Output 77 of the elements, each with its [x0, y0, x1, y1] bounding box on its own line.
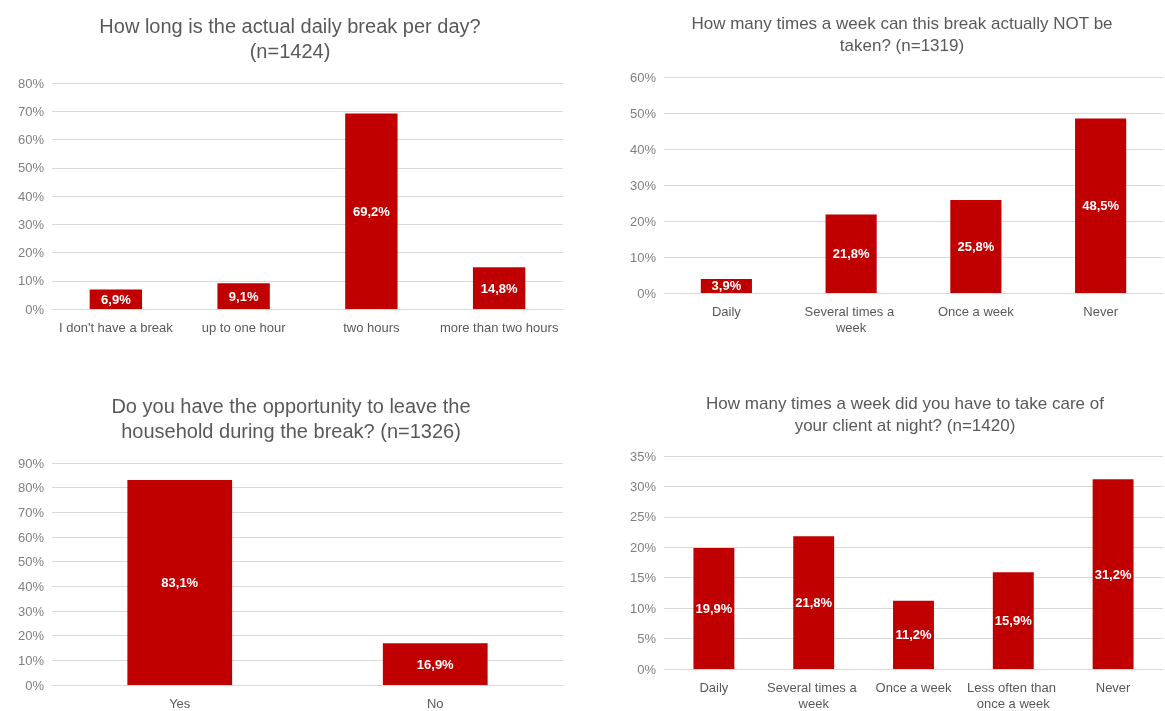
bar	[1075, 118, 1127, 293]
y-tick-label: 30%	[629, 177, 657, 193]
bar	[1092, 479, 1134, 669]
chart-title: How many times a week did you have to take care of your client at night? (n=1420)	[705, 393, 1105, 437]
bar	[825, 214, 877, 293]
y-tick-label: 20%	[629, 213, 657, 229]
y-tick-label: 80%	[17, 480, 45, 496]
x-tick-label: Never	[1095, 679, 1132, 695]
x-tick-label: Once a week	[875, 679, 952, 695]
data-label: 14,8%	[480, 280, 518, 296]
data-label: 6,9%	[101, 291, 132, 307]
y-tick-label: 35%	[629, 448, 657, 464]
data-label: 83,1%	[161, 575, 199, 591]
y-tick-label: 80%	[17, 75, 45, 91]
y-tick-label: 30%	[629, 478, 657, 494]
bar	[950, 200, 1002, 293]
x-tick-label: Less often than once a week	[967, 679, 1060, 711]
y-tick-label: 15%	[629, 570, 657, 586]
bar	[693, 547, 735, 669]
bar	[345, 113, 398, 309]
y-tick-label: 0%	[637, 285, 657, 301]
y-tick-label: 60%	[629, 69, 657, 85]
y-tick-label: 20%	[629, 539, 657, 555]
y-tick-label: 10%	[629, 249, 657, 265]
y-tick-label: 20%	[17, 245, 45, 260]
x-tick-label: more than two hours	[439, 319, 559, 335]
y-tick-label: 10%	[629, 600, 657, 616]
bar	[893, 600, 934, 669]
y-tick-label: 10%	[17, 652, 45, 668]
y-tick-label: 60%	[17, 132, 45, 147]
y-tick-label: 30%	[17, 603, 45, 619]
y-tick-label: 40%	[629, 141, 657, 157]
y-tick-label: 70%	[17, 103, 45, 119]
chart-title: How many times a week can this break actually NOT be taken? (n=1319)	[690, 13, 1114, 57]
chart-title: Do you have the opportunity to leave the household during the break? (n=1326)	[110, 394, 472, 444]
data-label: 21,8%	[832, 246, 870, 262]
y-tick-label: 0%	[25, 677, 45, 693]
data-label: 21,8%	[795, 595, 833, 611]
y-tick-label: 0%	[637, 661, 657, 677]
x-tick-label: I don't have a break	[58, 319, 174, 335]
x-tick-label: Never	[1083, 303, 1119, 319]
chart-title: How long is the actual daily break per day? (n=1424)	[98, 14, 482, 64]
x-tick-label: Several times a week	[767, 679, 861, 711]
data-label: 16,9%	[416, 656, 455, 672]
x-tick-label: Once a week	[937, 303, 1015, 319]
y-tick-label: 0%	[25, 301, 45, 317]
y-tick-label: 10%	[17, 273, 45, 289]
data-label: 31,2%	[1094, 566, 1132, 582]
y-tick-label: 40%	[17, 578, 45, 594]
x-tick-label: Daily	[699, 679, 729, 695]
x-tick-label: Daily	[711, 303, 742, 319]
y-tick-label: 70%	[17, 504, 45, 520]
y-tick-label: 60%	[17, 529, 45, 545]
data-label: 9,1%	[228, 288, 259, 304]
x-tick-label: two hours	[343, 319, 401, 335]
y-tick-label: 50%	[629, 105, 657, 121]
x-tick-label: No	[426, 695, 444, 711]
x-tick-label: Several times a week	[804, 303, 898, 335]
data-label: 48,5%	[1082, 198, 1120, 214]
y-tick-label: 30%	[17, 216, 45, 232]
x-tick-label: up to one hour	[201, 319, 287, 335]
y-tick-label: 50%	[17, 160, 45, 176]
data-label: 3,9%	[711, 278, 742, 294]
bar	[992, 572, 1034, 669]
data-label: 19,9%	[695, 600, 733, 616]
data-label: 11,2%	[895, 627, 933, 643]
y-tick-label: 50%	[17, 554, 45, 570]
y-tick-label: 5%	[637, 631, 657, 647]
data-label: 25,8%	[957, 239, 995, 255]
bar	[793, 536, 835, 669]
y-tick-label: 90%	[17, 455, 45, 471]
data-label: 15,9%	[994, 613, 1033, 629]
y-tick-label: 25%	[629, 509, 657, 525]
data-label: 69,2%	[352, 203, 391, 219]
y-tick-label: 20%	[17, 628, 45, 644]
y-tick-label: 40%	[17, 188, 45, 204]
x-tick-label: Yes	[169, 695, 191, 711]
